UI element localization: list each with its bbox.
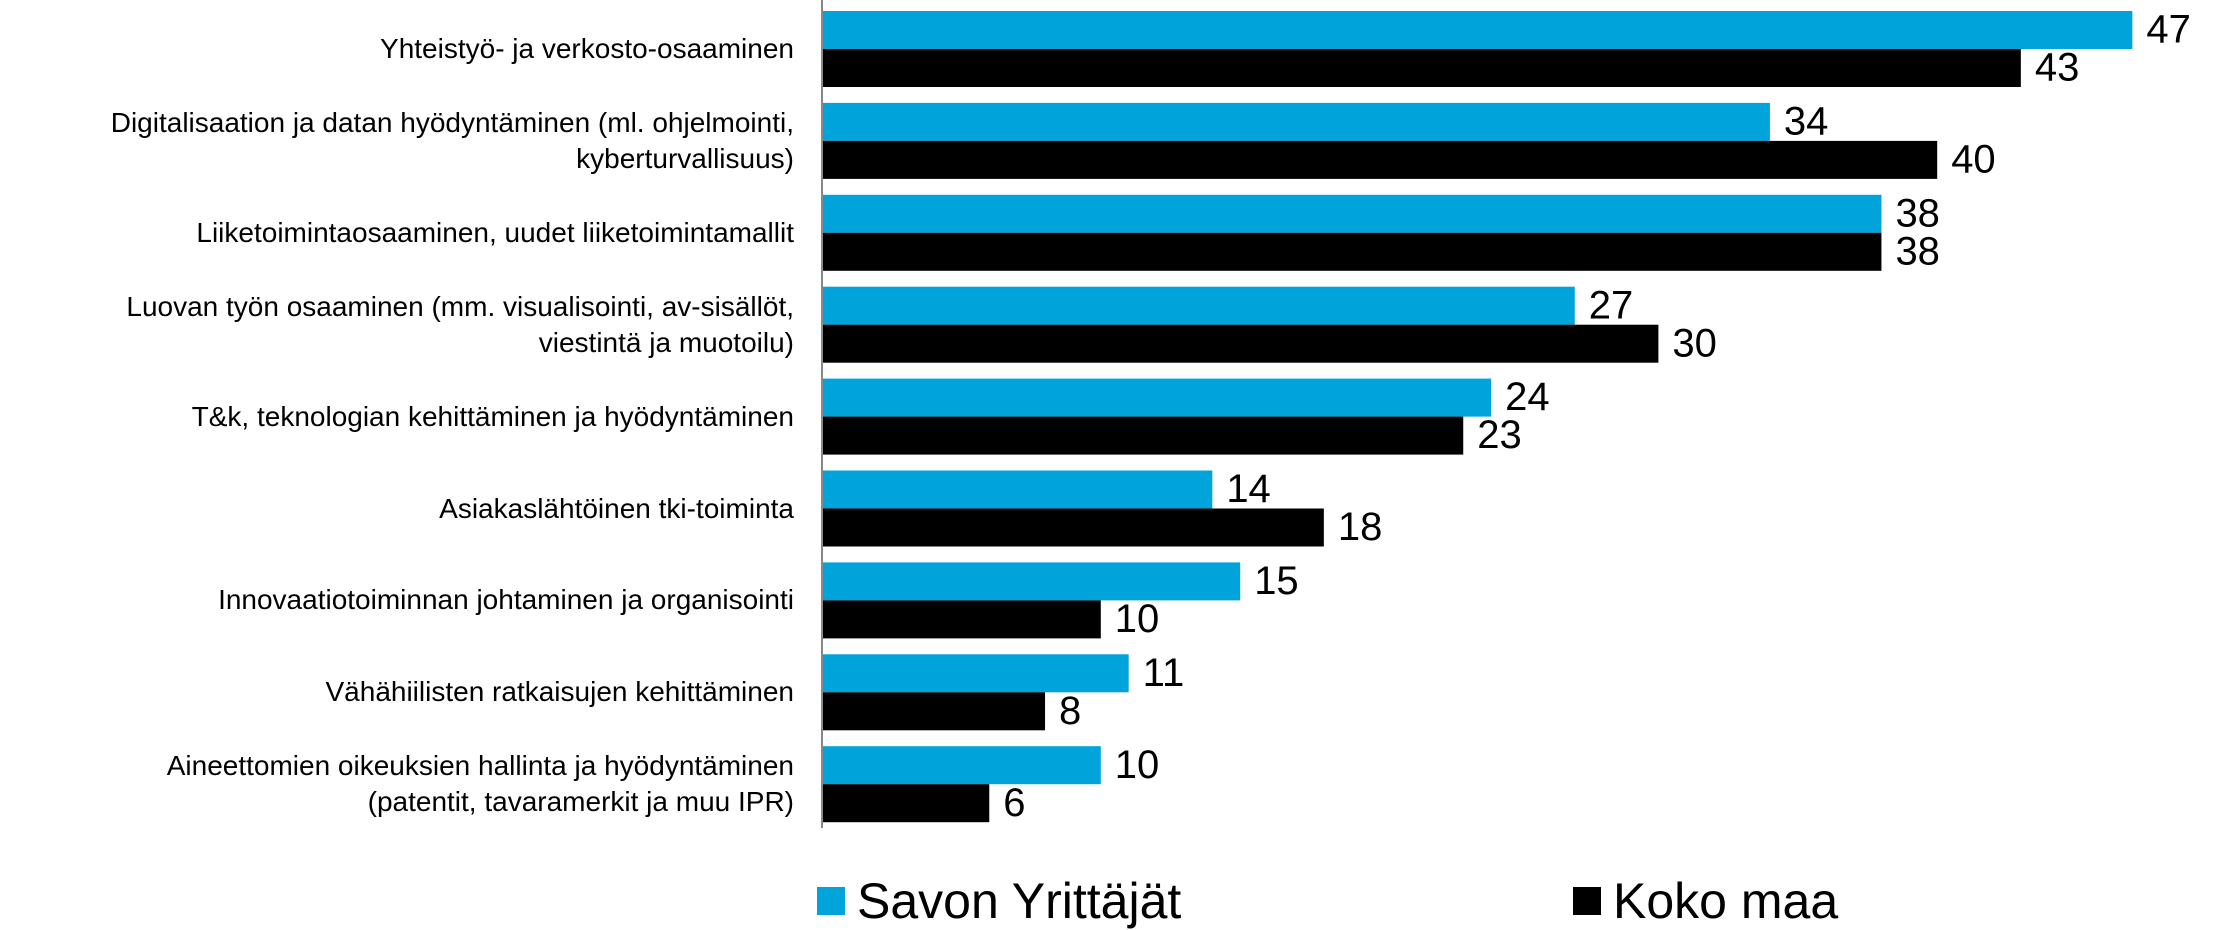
legend-label: Koko maa (1613, 873, 1839, 929)
value-label: 38 (1895, 191, 1940, 235)
legend-item: Savon Yrittäjät (817, 872, 1181, 930)
category-label: Innovaatiotoiminnan johtaminen ja organi… (218, 584, 794, 616)
legend-swatch (817, 887, 845, 915)
bar (822, 232, 1882, 271)
bar (822, 49, 2021, 87)
value-label: 6 (1003, 781, 1025, 825)
legend-item: Koko maa (1573, 872, 1838, 930)
bar (822, 416, 1464, 455)
bar (822, 746, 1101, 785)
value-label: 18 (1338, 505, 1383, 549)
bar (822, 784, 990, 823)
value-label: 27 (1589, 283, 1634, 327)
bar (822, 194, 1882, 233)
value-label: 24 (1505, 375, 1550, 419)
bar (822, 470, 1213, 509)
bar (822, 600, 1101, 639)
legend-swatch (1573, 887, 1601, 915)
value-label: 38 (1895, 229, 1940, 273)
value-label: 11 (1143, 651, 1185, 695)
value-label: 8 (1059, 689, 1081, 733)
value-label: 43 (2035, 46, 2079, 90)
bar (822, 562, 1241, 601)
value-label: 30 (1672, 321, 1717, 365)
category-label: Yhteistyö- ja verkosto-osaaminen (380, 33, 794, 64)
bar (822, 11, 2133, 49)
legend-label: Savon Yrittäjät (857, 873, 1182, 929)
value-label: 47 (2146, 8, 2191, 52)
bar (822, 324, 1659, 363)
value-label: 23 (1477, 413, 1522, 457)
bar (822, 378, 1492, 417)
bar (822, 692, 1046, 731)
category-label: Vähähiilisten ratkaisujen kehittäminen (325, 676, 795, 708)
category-label: Asiakaslähtöinen tki-toiminta (439, 492, 794, 524)
category-label: T&k, teknologian kehittäminen ja hyödynt… (191, 400, 794, 432)
bar (822, 654, 1129, 693)
bar (822, 508, 1324, 547)
category-label: Liiketoimintaosaaminen, uudet liiketoimi… (196, 216, 794, 248)
value-label: 15 (1254, 559, 1299, 603)
value-label: 34 (1784, 99, 1829, 143)
category-label: Aineettomien oikeuksien hallinta ja hyöd… (166, 750, 794, 818)
value-label: 40 (1951, 137, 1996, 181)
value-label: 10 (1115, 597, 1160, 641)
category-label: Luovan työn osaaminen (mm. visualisointi… (126, 290, 794, 358)
value-label: 10 (1115, 743, 1160, 787)
bar (822, 102, 1770, 141)
bar (822, 286, 1575, 325)
bar (822, 140, 1938, 179)
value-label: 14 (1226, 467, 1271, 511)
category-label: Digitalisaation ja datan hyödyntäminen (… (110, 106, 794, 174)
